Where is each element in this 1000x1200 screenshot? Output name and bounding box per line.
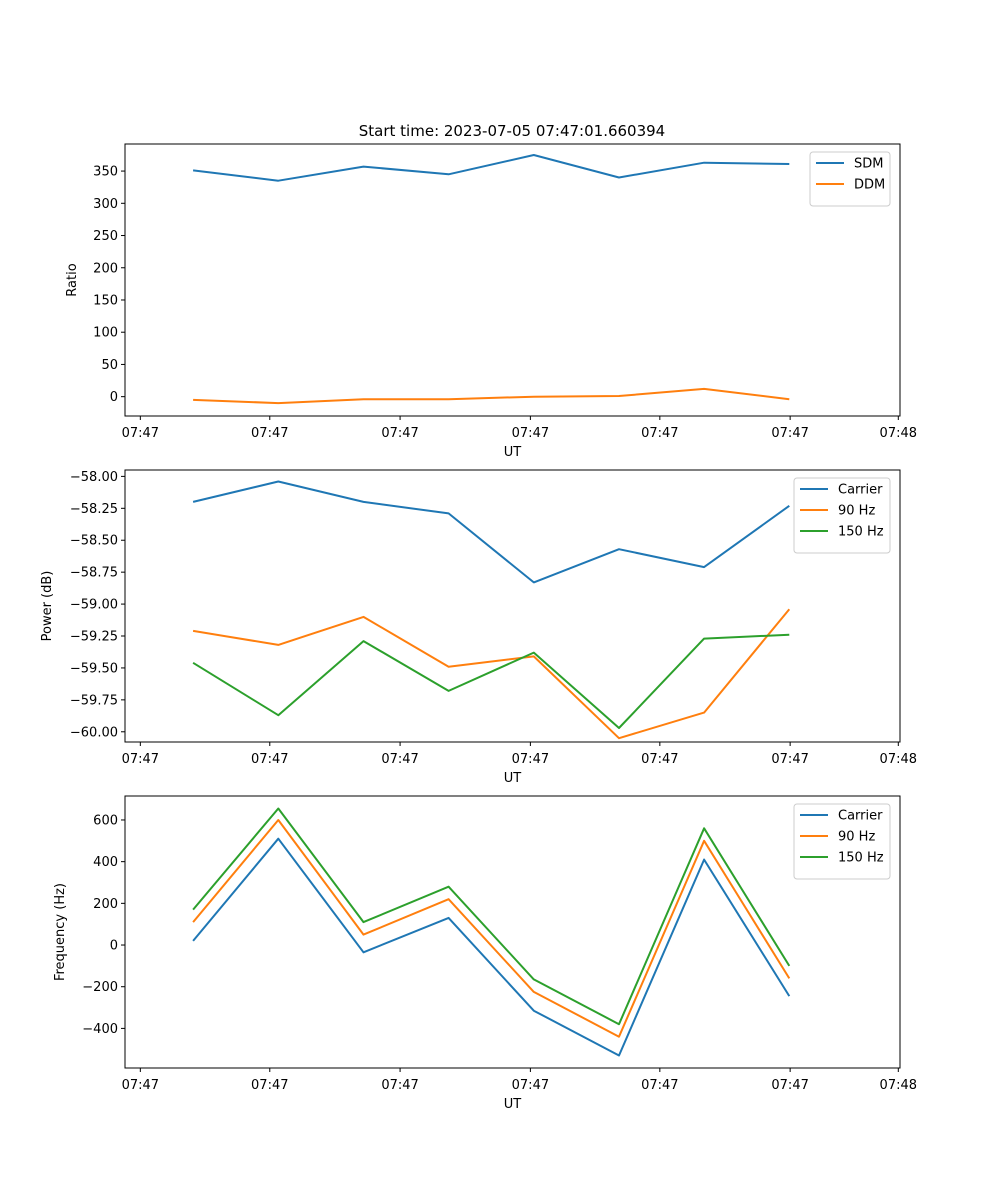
frequency-y-tick-label: −200: [82, 980, 118, 995]
power-x-tick-label: 07:47: [122, 752, 159, 767]
frequency-x-tick-label: 07:47: [771, 1078, 808, 1093]
frequency-150-hz-line: [192, 807, 791, 1026]
power-y-axis-label: Power (dB): [40, 571, 55, 642]
frequency-x-tick-label: 07:47: [122, 1078, 159, 1093]
power-x-tick-label: 07:47: [512, 752, 549, 767]
ratio-y-tick-label: 0: [110, 390, 118, 405]
power-legend-label-150-hz: 150 Hz: [838, 525, 884, 540]
power-150-hz-line: [192, 633, 790, 729]
frequency-legend: [793, 803, 891, 880]
frequency-legend-label-150-hz: 150 Hz: [838, 851, 884, 866]
power-90-hz-line: [192, 608, 791, 740]
power-subplot: −60.00 −59.75 −59.50 −59.25 −59.00 −58.75 −58.…: [40, 469, 917, 786]
power-y-tick-label: −59.25: [70, 630, 118, 645]
ratio-x-tick-label: 07:47: [381, 426, 418, 441]
frequency-y-tick-label: 200: [93, 897, 118, 912]
ratio-legend-label-ddm: DDM: [854, 178, 885, 193]
frequency-y-tick-label: −400: [82, 1022, 118, 1037]
power-y-tick-label: −58.50: [70, 534, 118, 549]
power-y-tick-label: −60.00: [70, 725, 118, 740]
power-x-tick-label: 07:47: [771, 752, 808, 767]
ratio-x-tick-label: 07:47: [641, 426, 678, 441]
ratio-y-axis-label: Ratio: [65, 263, 80, 296]
power-x-tick-label: 07:47: [251, 752, 288, 767]
power-y-tick-label: −59.50: [70, 661, 118, 676]
ratio-sdm-line: [192, 154, 790, 182]
frequency-y-tick-label: 600: [93, 813, 118, 828]
power-x-axis-label: UT: [504, 771, 522, 786]
ratio-x-tick-label: 07:47: [122, 426, 159, 441]
ratio-legend-label-sdm: SDM: [854, 157, 883, 172]
ratio-x-tick-label: 07:47: [251, 426, 288, 441]
ratio-y-tick-label: 150: [93, 293, 118, 308]
frequency-y-tick-label: 0: [110, 939, 118, 954]
power-x-tick-label: 07:47: [381, 752, 418, 767]
frequency-y-tick-label: 400: [93, 855, 118, 870]
ratio-y-tick-label: 350: [93, 165, 118, 180]
frequency-y-axis-label: Frequency (Hz): [53, 883, 68, 981]
ratio-x-axis-label: UT: [504, 445, 522, 460]
frequency-x-tick-label: 07:47: [251, 1078, 288, 1093]
power-y-tick-label: −58.75: [70, 566, 118, 581]
power-legend: [793, 477, 891, 554]
power-y-tick-label: −58.00: [70, 470, 118, 485]
ratio-y-tick-label: 50: [101, 358, 118, 373]
frequency-x-tick-label: 07:47: [381, 1078, 418, 1093]
frequency-subplot: −400 −200 0 200 400 600 07:47 07:47 07:47 07:47 07…: [53, 795, 917, 1112]
frequency-x-tick-label: 07:47: [641, 1078, 678, 1093]
ratio-legend: [809, 151, 891, 207]
power-legend-label-carrier: Carrier: [838, 483, 883, 498]
frequency-x-tick-label: 07:48: [880, 1078, 917, 1093]
frequency-legend-label-90-hz: 90 Hz: [838, 830, 875, 845]
ratio-x-tick-label: 07:47: [771, 426, 808, 441]
power-carrier-line: [192, 480, 790, 584]
power-y-tick-label: −59.00: [70, 598, 118, 613]
power-y-tick-label: −59.75: [70, 693, 118, 708]
ratio-ddm-line: [193, 387, 790, 405]
frequency-axes-frame: [124, 795, 901, 1069]
ratio-x-tick-label: 07:47: [512, 426, 549, 441]
power-x-tick-label: 07:47: [641, 752, 678, 767]
frequency-legend-label-carrier: Carrier: [838, 809, 883, 824]
ratio-y-tick-label: 300: [93, 197, 118, 212]
power-legend-label-90-hz: 90 Hz: [838, 504, 875, 519]
ratio-y-tick-label: 100: [93, 326, 118, 341]
power-x-tick-label: 07:48: [880, 752, 917, 767]
power-axes-frame: [124, 469, 901, 743]
frequency-x-tick-label: 07:47: [512, 1078, 549, 1093]
figure-title: Start time: 2023-07-05 07:47:01.660394: [359, 122, 665, 140]
frequency-x-axis-label: UT: [504, 1097, 522, 1112]
power-y-tick-label: −58.25: [70, 502, 118, 517]
ratio-y-tick-label: 250: [93, 229, 118, 244]
frequency-90-hz-line: [192, 819, 791, 1038]
ratio-axes-frame: [124, 143, 901, 417]
frequency-carrier-line: [192, 837, 791, 1057]
ratio-subplot: 0 50 100 150 200 250 300 350 07:47 07:47 07:47 07:4…: [65, 143, 917, 460]
ratio-x-tick-label: 07:48: [880, 426, 917, 441]
ratio-y-tick-label: 200: [93, 261, 118, 276]
